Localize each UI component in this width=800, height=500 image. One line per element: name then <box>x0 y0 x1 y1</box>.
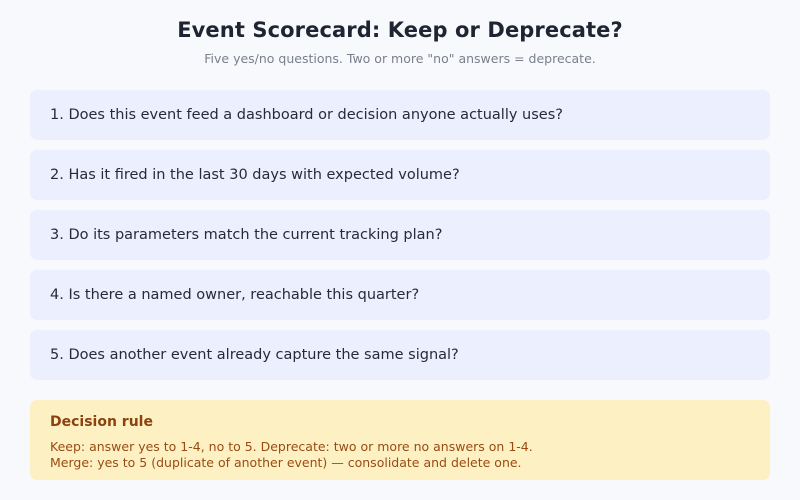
question-3[interactable]: 3. Do its parameters match the current t… <box>30 210 770 260</box>
page-title: Event Scorecard: Keep or Deprecate? <box>177 18 623 42</box>
decision-rule-line-1: Keep: answer yes to 1-4, no to 5. Deprec… <box>50 439 533 454</box>
decision-rule-line-2: Merge: yes to 5 (duplicate of another ev… <box>50 455 522 470</box>
question-5[interactable]: 5. Does another event already capture th… <box>30 330 770 380</box>
decision-rule-title: Decision rule <box>50 414 153 430</box>
question-list: 1. Does this event feed a dashboard or d… <box>30 90 770 390</box>
question-2[interactable]: 2. Has it fired in the last 30 days with… <box>30 150 770 200</box>
question-4[interactable]: 4. Is there a named owner, reachable thi… <box>30 270 770 320</box>
decision-rule-box: Decision rule Keep: answer yes to 1-4, n… <box>30 400 770 480</box>
question-1[interactable]: 1. Does this event feed a dashboard or d… <box>30 90 770 140</box>
page-subtitle: Five yes/no questions. Two or more "no" … <box>204 51 596 66</box>
